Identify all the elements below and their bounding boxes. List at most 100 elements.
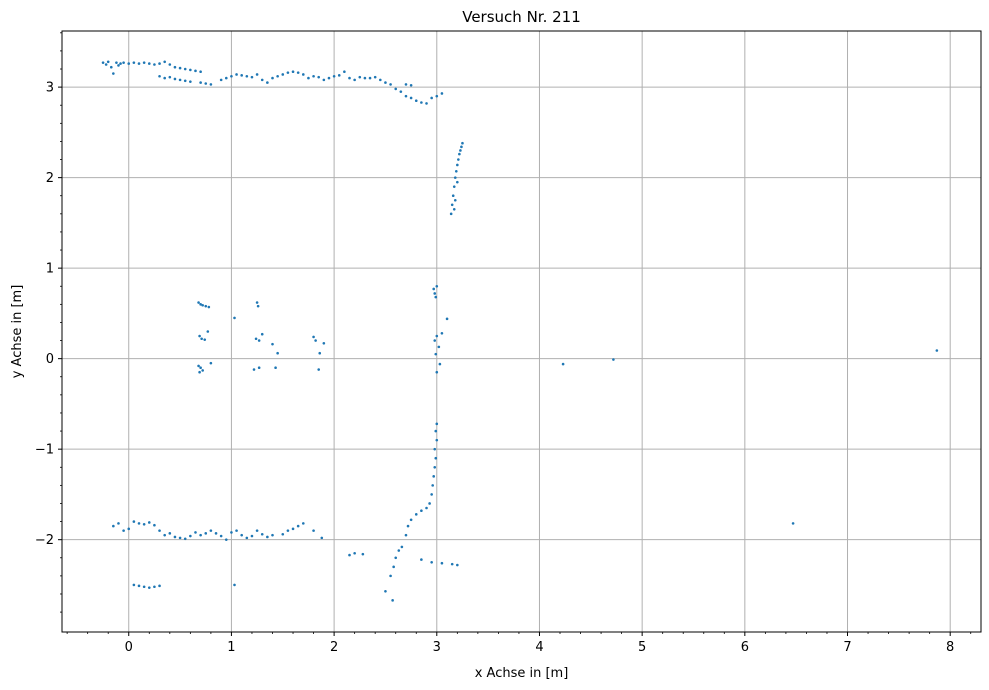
data-point (122, 61, 125, 64)
x-axis-label: x Achse in [m] (475, 666, 569, 681)
data-point (358, 75, 362, 79)
data-point (296, 524, 300, 528)
data-point (400, 545, 404, 549)
data-point (260, 532, 264, 536)
data-point (168, 63, 172, 66)
data-point (389, 83, 392, 86)
data-point (252, 368, 256, 371)
data-point (379, 78, 382, 82)
data-point (452, 185, 456, 188)
x-axis: 0 1 2 3 4 5 6 7 8 (66, 632, 972, 655)
data-point (420, 101, 423, 104)
data-point (286, 529, 290, 532)
data-point (791, 522, 795, 525)
data-point (281, 73, 285, 76)
x-tick-label: 6 (741, 640, 749, 655)
data-point (183, 537, 187, 541)
data-point (240, 74, 243, 77)
data-point (435, 370, 439, 374)
data-point (199, 366, 202, 370)
x-tick-label: 7 (843, 640, 851, 655)
data-point (153, 523, 156, 527)
data-point (302, 522, 305, 525)
data-point (435, 334, 439, 338)
data-point (163, 60, 166, 64)
data-point (302, 73, 305, 76)
data-point (168, 532, 172, 535)
data-point (117, 522, 120, 525)
data-points (101, 60, 939, 602)
data-point (296, 71, 300, 74)
data-point (245, 74, 249, 78)
data-point (256, 304, 260, 308)
data-point (456, 180, 459, 184)
data-point (432, 287, 436, 291)
data-point (219, 78, 223, 82)
data-point (204, 82, 208, 85)
data-point (361, 552, 365, 556)
data-point (452, 208, 456, 211)
data-point (404, 533, 408, 537)
data-point (271, 342, 274, 346)
data-point (132, 61, 136, 64)
data-point (458, 152, 461, 156)
data-point (404, 83, 408, 86)
data-point (255, 301, 259, 304)
data-point (198, 334, 201, 338)
data-point (451, 194, 455, 198)
data-point (266, 535, 269, 539)
data-point (430, 493, 433, 496)
data-point (389, 574, 392, 578)
data-point (286, 71, 290, 74)
data-point (353, 551, 356, 555)
data-point (281, 532, 285, 536)
data-point (199, 533, 202, 537)
data-point (425, 102, 428, 105)
data-point (235, 73, 238, 76)
data-point (209, 361, 213, 365)
data-point (322, 341, 326, 345)
x-tick-label: 1 (227, 640, 235, 655)
data-point (198, 370, 201, 374)
data-point (409, 518, 413, 522)
data-point (312, 74, 315, 78)
data-point (450, 203, 454, 207)
data-point (276, 351, 279, 355)
data-point (203, 338, 207, 341)
data-point (348, 553, 351, 557)
data-point (117, 64, 120, 67)
data-point (200, 337, 203, 341)
data-point (434, 456, 438, 460)
data-point (343, 70, 346, 74)
data-point (127, 62, 131, 65)
data-point (409, 84, 413, 87)
data-point (199, 81, 202, 84)
data-point (219, 534, 223, 538)
data-point (255, 529, 259, 532)
data-point (112, 72, 115, 75)
data-point (250, 75, 254, 79)
data-point (437, 345, 441, 349)
data-point (233, 583, 236, 587)
data-point (199, 70, 202, 74)
data-point (197, 364, 200, 368)
y-tick-label: 2 (46, 171, 54, 186)
data-point (434, 352, 438, 356)
data-point (235, 529, 238, 532)
data-point (255, 73, 259, 76)
data-point (307, 76, 310, 80)
data-point (337, 74, 341, 77)
y-axis-label: y Achse in [m] (10, 285, 25, 379)
data-point (224, 538, 228, 541)
data-point (163, 76, 166, 80)
data-point (142, 585, 146, 589)
data-point (207, 305, 211, 309)
data-point (353, 78, 356, 82)
data-point (391, 599, 394, 602)
data-point (158, 62, 161, 65)
data-point (320, 536, 324, 540)
data-point (173, 65, 177, 69)
data-point (561, 362, 565, 366)
data-point (109, 65, 113, 69)
data-point (201, 369, 204, 372)
